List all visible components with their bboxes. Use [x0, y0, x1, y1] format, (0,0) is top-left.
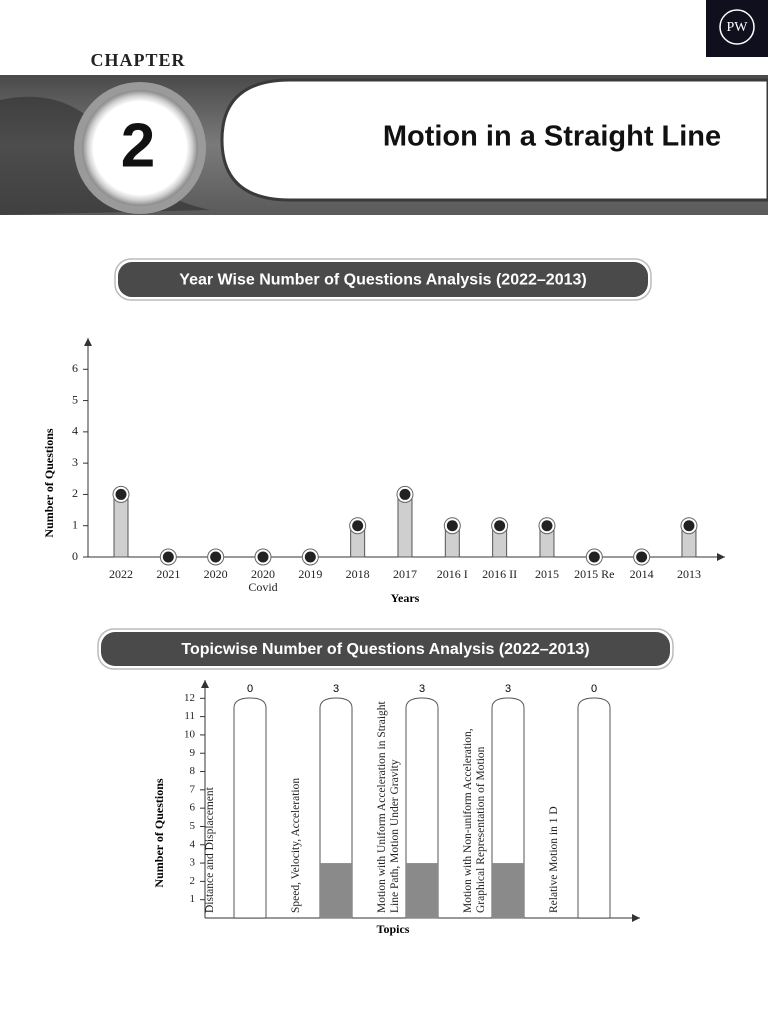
bar-dot — [352, 520, 364, 532]
x-tick-label: 2018 — [345, 567, 370, 581]
bar-dot — [257, 551, 269, 563]
x-axis-arrow — [717, 553, 725, 561]
banner — [101, 632, 670, 666]
title-panel — [220, 78, 768, 202]
x-axis-arrow — [632, 914, 640, 922]
x-tick-label: 2022 — [109, 567, 133, 581]
x-tick-label: Motion with Non-uniform Acceleration, Gr… — [462, 728, 487, 913]
x-tick-label: 2016 II — [482, 567, 518, 581]
banner-shadow — [97, 628, 674, 670]
x-tick-label: 2019 — [298, 567, 323, 581]
x-tick-label: Distance and Displacement — [204, 787, 216, 913]
y-axis-title: Number of Questions — [42, 428, 56, 537]
logo-ring — [719, 9, 755, 45]
chart-title: Topicwise Number of Questions Analysis (… — [181, 641, 589, 658]
y-tick-label: 11 — [184, 710, 195, 722]
y-tick-label: 1 — [72, 517, 78, 531]
bar-frame — [233, 697, 267, 919]
y-tick-label: 2 — [72, 486, 78, 500]
value-label: 3 — [505, 683, 511, 695]
x-tick-label: 2016 I — [436, 567, 468, 581]
bar — [578, 918, 610, 919]
bar-dot — [304, 551, 316, 563]
bar-frame — [577, 697, 611, 919]
y-tick-label: 12 — [184, 692, 195, 704]
chapter-label: CHAPTER — [90, 50, 185, 70]
x-tick-label: 2015 Re — [574, 567, 615, 581]
bar-frame — [405, 697, 439, 919]
bar-dot — [446, 520, 458, 532]
value-label: 0 — [247, 683, 253, 695]
number-ring — [82, 90, 198, 206]
y-tick-label: 3 — [190, 857, 196, 869]
y-tick-label: 5 — [190, 820, 196, 832]
chapter-number: 2 — [121, 111, 155, 180]
y-tick-label: 4 — [190, 838, 196, 850]
y-tick-label: 6 — [72, 361, 78, 375]
value-label: 0 — [591, 683, 597, 695]
y-tick-label: 3 — [72, 455, 78, 469]
y-tick-label: 5 — [72, 392, 78, 406]
y-tick-label: 7 — [190, 783, 196, 795]
y-tick-label: 1 — [190, 893, 196, 905]
value-label: 3 — [419, 683, 425, 695]
bar-dot — [115, 488, 127, 500]
bar-dot — [636, 551, 648, 563]
y-tick-label: 2 — [190, 875, 196, 887]
y-tick-label: 4 — [72, 424, 78, 438]
bar-dot — [494, 520, 506, 532]
bar-dot — [588, 551, 600, 563]
chapter-title: Motion in a Straight Line — [383, 121, 721, 153]
x-tick-label: 2020 Covid — [248, 567, 278, 594]
y-tick-label: 10 — [184, 728, 196, 740]
y-axis-arrow — [201, 680, 209, 688]
bar-dot — [399, 488, 411, 500]
bar — [492, 863, 524, 918]
bar — [406, 863, 438, 918]
x-tick-label: 2021 — [156, 567, 181, 581]
value-label: 3 — [333, 683, 339, 695]
y-axis-title: Number of Questions — [152, 778, 166, 887]
banner — [118, 262, 648, 297]
x-tick-label: 2013 — [676, 567, 701, 581]
bar — [320, 863, 352, 918]
y-axis-arrow — [84, 338, 92, 346]
bar-dot — [683, 520, 695, 532]
x-axis-title: Years — [391, 591, 420, 605]
x-tick-label: 2015 — [534, 567, 559, 581]
y-tick-label: 6 — [190, 802, 196, 814]
x-tick-label: Relative Motion in 1 D — [548, 806, 560, 913]
bar-frame — [319, 697, 353, 919]
x-tick-label: 2014 — [629, 567, 654, 581]
chart-title: Year Wise Number of Questions Analysis (… — [179, 272, 586, 289]
x-tick-label: Speed, Velocity, Acceleration — [290, 777, 302, 913]
logo: PW — [727, 20, 749, 35]
x-axis-title: Topics — [377, 922, 410, 936]
x-tick-label: Motion with Uniform Acceleration in Stra… — [376, 701, 401, 913]
y-tick-label: 8 — [190, 765, 196, 777]
y-tick-label: 9 — [190, 747, 196, 759]
x-tick-label: 2017 — [392, 567, 417, 581]
bar — [234, 918, 266, 919]
y-tick-label: 0 — [72, 549, 78, 563]
banner-shadow — [114, 258, 652, 301]
bar-dot — [210, 551, 222, 563]
x-tick-label: 2020 — [203, 567, 228, 581]
bar-dot — [162, 551, 174, 563]
bar-dot — [541, 520, 553, 532]
bar-frame — [491, 697, 525, 919]
